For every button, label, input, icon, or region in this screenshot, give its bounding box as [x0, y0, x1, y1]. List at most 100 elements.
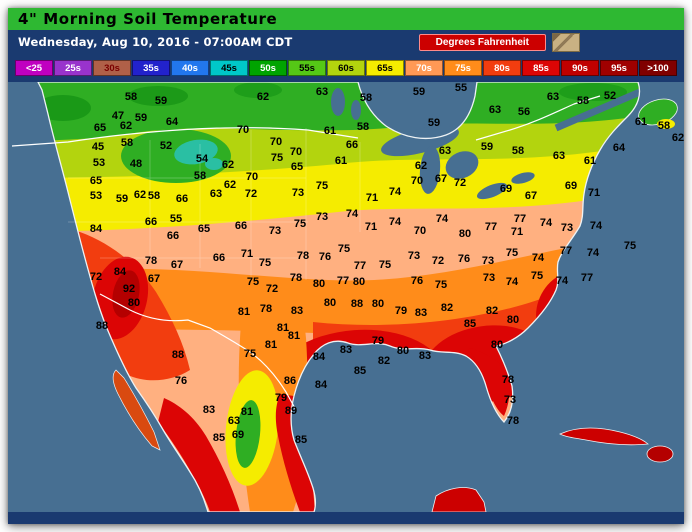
- temp-label: 52: [604, 90, 616, 102]
- temp-label: 74: [587, 247, 600, 259]
- temp-label: 63: [489, 104, 501, 116]
- temp-label: 77: [485, 221, 497, 233]
- temp-label: 58: [512, 145, 524, 157]
- bottom-bar: [8, 512, 684, 524]
- temp-label: 72: [90, 271, 102, 283]
- temp-label: 64: [613, 142, 626, 154]
- map-area: 58 59 62 63 58 59 55 63 56 63 58 52 61 58 62 47 59 64 65 62…: [8, 82, 684, 512]
- temp-label: 65: [90, 175, 102, 187]
- legend-item-100: >100: [639, 60, 677, 76]
- temp-label: 78: [297, 250, 309, 262]
- band-50s-dark: [128, 86, 188, 106]
- temp-label: 62: [222, 159, 234, 171]
- temp-label: 81: [238, 306, 250, 318]
- temp-label: 62: [257, 91, 269, 103]
- temp-label: 84: [90, 223, 103, 235]
- temp-label: 63: [316, 86, 328, 98]
- temp-label: 81: [288, 330, 300, 342]
- temp-label: 67: [525, 190, 537, 202]
- temp-label: 75: [294, 218, 306, 230]
- temp-label: 75: [531, 270, 543, 282]
- temp-label: 80: [128, 297, 140, 309]
- temp-label: 78: [145, 255, 157, 267]
- legend-item-40s: 40s: [171, 60, 209, 76]
- temp-label: 78: [260, 303, 272, 315]
- temp-label: 77: [514, 213, 526, 225]
- country-borders: [11, 95, 601, 411]
- temp-label: 70: [290, 146, 302, 158]
- band-50s-dark: [38, 95, 91, 121]
- us-mexico-border: [99, 293, 297, 411]
- temp-label: 67: [435, 173, 447, 185]
- temp-label: 82: [486, 305, 498, 317]
- temp-label: 77: [581, 272, 593, 284]
- temp-label: 74: [436, 213, 449, 225]
- temp-label: 66: [176, 193, 188, 205]
- temp-label: 77: [560, 245, 572, 257]
- legend-item-90s: 90s: [561, 60, 599, 76]
- temp-label: 72: [454, 177, 466, 189]
- temp-label: 82: [378, 355, 390, 367]
- legend-item-25s: 25s: [54, 60, 92, 76]
- temp-label: 77: [354, 260, 366, 272]
- temp-label: 75: [316, 180, 328, 192]
- temp-label: 74: [346, 208, 359, 220]
- temp-label: 78: [290, 272, 302, 284]
- temp-label: 71: [241, 248, 253, 260]
- temp-label: 81: [277, 322, 289, 334]
- temp-label: 75: [259, 257, 271, 269]
- temp-label: 74: [556, 275, 569, 287]
- title-bar: 4" Morning Soil Temperature: [8, 8, 684, 30]
- temp-label: 69: [232, 429, 244, 441]
- temp-label: 56: [518, 106, 530, 118]
- legend-item-50s: 50s: [249, 60, 287, 76]
- hispaniola-island: [646, 445, 674, 463]
- legend-item-60s: 60s: [327, 60, 365, 76]
- yucatan-peninsula: [431, 487, 487, 512]
- provider-logo: [552, 32, 580, 52]
- lake-winnipeg: [331, 88, 345, 116]
- temp-label: 80: [459, 228, 471, 240]
- temp-label: 59: [413, 86, 425, 98]
- legend-item-65s: 65s: [366, 60, 404, 76]
- temp-label: 70: [246, 171, 258, 183]
- band-45s-teal: [174, 139, 218, 165]
- temp-label: 73: [504, 394, 516, 406]
- temp-label: 78: [502, 374, 514, 386]
- temp-label: 53: [90, 190, 102, 202]
- temp-label: 63: [210, 188, 222, 200]
- temp-label: 69: [500, 183, 512, 195]
- temp-label: 62: [134, 189, 146, 201]
- temp-label: 85: [213, 432, 225, 444]
- lake-superior: [381, 125, 459, 157]
- us-canada-border: [11, 127, 359, 147]
- temp-label: 55: [170, 213, 182, 225]
- temp-label: 62: [672, 132, 684, 144]
- temp-label: 72: [245, 188, 257, 200]
- temp-label: 83: [291, 305, 303, 317]
- temp-label: 62: [120, 120, 132, 132]
- temp-label: 89: [285, 405, 297, 417]
- temp-label: 67: [148, 273, 160, 285]
- temp-label: 54: [196, 153, 209, 165]
- lake-huron: [445, 151, 479, 179]
- temp-label: 71: [588, 187, 600, 199]
- temp-label: 63: [439, 145, 451, 157]
- legend-item-70s: 70s: [405, 60, 443, 76]
- temp-label: 74: [590, 220, 603, 232]
- temp-label: 73: [316, 211, 328, 223]
- valid-time-label: Wednesday, Aug 10, 2016 - 07:00AM CDT: [18, 35, 293, 49]
- temp-label: 79: [275, 392, 287, 404]
- temp-label: 75: [435, 279, 447, 291]
- temp-label: 84: [313, 351, 326, 363]
- temp-label: 76: [175, 375, 187, 387]
- temp-label: 66: [145, 216, 157, 228]
- temp-label: 70: [414, 225, 426, 237]
- temp-label: 59: [116, 193, 128, 205]
- temp-label: 64: [166, 116, 179, 128]
- temp-label: 83: [203, 404, 215, 416]
- temp-label: 79: [372, 335, 384, 347]
- legend-item-80s: 80s: [483, 60, 521, 76]
